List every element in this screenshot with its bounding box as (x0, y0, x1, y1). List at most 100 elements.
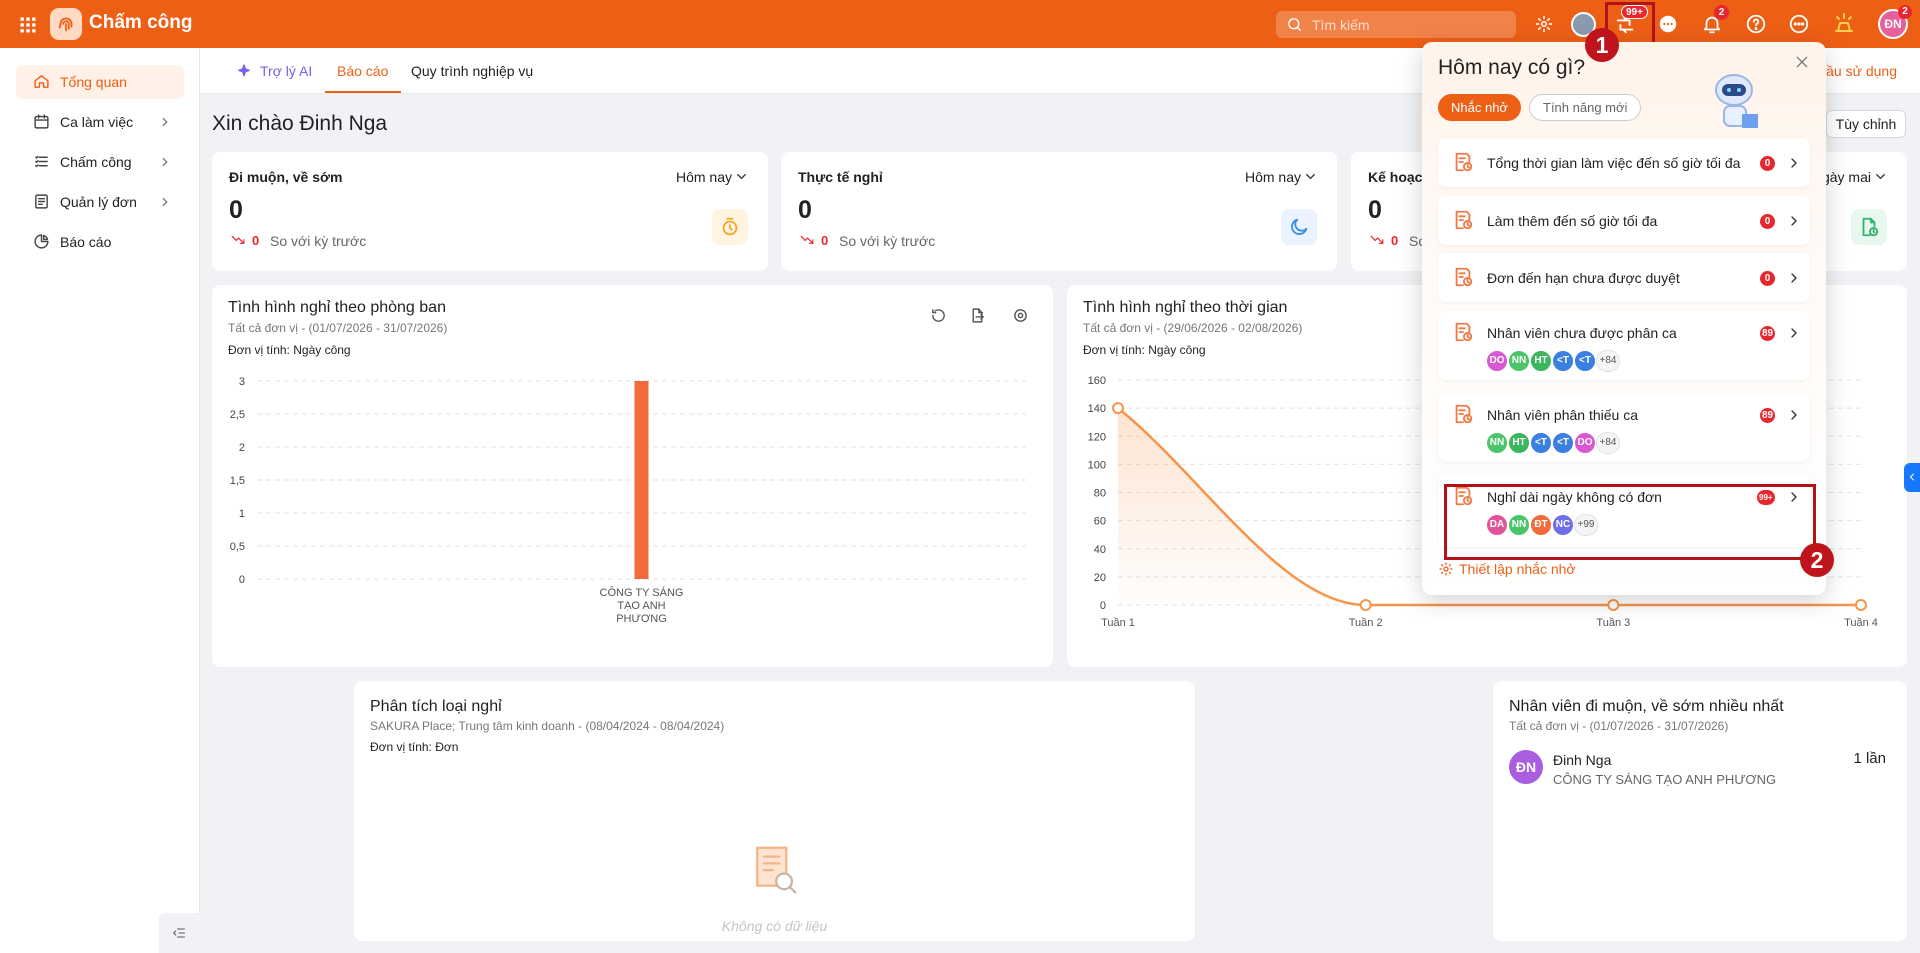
reload-button[interactable] (930, 307, 947, 324)
icon-shape (1017, 312, 1024, 319)
logo-mark (58, 17, 73, 32)
employee-avatar: NN (1508, 350, 1530, 372)
trend-down-icon (800, 235, 814, 244)
search-box[interactable]: Tìm kiếm (1276, 11, 1516, 38)
popup-tab[interactable]: Nhắc nhở (1438, 94, 1521, 121)
header: Chấm công Tìm kiếm 99+ 2 ĐN 2 (0, 0, 1920, 48)
reminder-item[interactable]: Nhân viên phân thiếu ca 89 NN HT <T <T DO +84 (1438, 393, 1810, 462)
more-button[interactable] (1788, 13, 1810, 35)
employee-name: Đinh Nga (1553, 752, 1612, 768)
x-tick-label: CÔNG TY SÁNG TẠO ANH PHƯƠNG (599, 587, 684, 625)
chat-button[interactable] (1657, 13, 1679, 35)
sidebar-item[interactable]: Báo cáo (16, 225, 184, 259)
reminder-icon (1455, 322, 1473, 342)
sidebar-item[interactable]: Ca làm việc (16, 105, 184, 139)
y-tick-label: 120 (1088, 431, 1106, 443)
card-unit: Đơn vị tính: Đơn (370, 740, 459, 754)
icon-shape (1910, 473, 1914, 481)
y-tick-label: 1 (239, 508, 245, 520)
sidebar-icon (35, 155, 48, 168)
employee-avatar: DO (1574, 432, 1596, 454)
stat-change: 0 (1391, 233, 1399, 248)
user-avatar[interactable]: ĐN (1878, 9, 1908, 39)
icon-shape (1455, 267, 1464, 287)
app-name: Chấm công (89, 12, 193, 33)
y-tick-label: 40 (1094, 544, 1106, 556)
stat-title: Thực tế nghỉ (798, 169, 883, 185)
sidebar-item[interactable]: Chấm công (16, 145, 184, 179)
stat-value: 0 (229, 196, 243, 224)
icon-shape (32, 29, 36, 33)
icon-shape (1466, 163, 1470, 169)
period-chevron (1876, 174, 1885, 179)
stat-icon (1281, 209, 1317, 245)
icon-shape (26, 23, 30, 27)
sidebar-label: Báo cáo (60, 234, 112, 250)
y-tick-label: 20 (1094, 572, 1106, 584)
employee-avatar: DO (1486, 350, 1508, 372)
search-icon (1288, 18, 1301, 31)
icon-shape (32, 23, 36, 27)
stat-change: 0 (252, 233, 260, 248)
sidebar-item[interactable]: Tổng quan (16, 65, 184, 99)
period-select[interactable]: Hôm nay (1244, 169, 1301, 185)
whats-new-button[interactable] (1832, 11, 1856, 35)
icon-shape (1439, 562, 1453, 576)
reminder-item[interactable]: Tổng thời gian làm việc đến số giờ tối đ… (1438, 138, 1810, 187)
employee-avatar: <T (1552, 350, 1574, 372)
icon-shape (1619, 19, 1631, 31)
icon-shape (1466, 497, 1470, 503)
period-chevron (1306, 174, 1315, 179)
reminder-item[interactable]: Đơn đến hạn chưa được duyệt 0 (1438, 253, 1810, 302)
apps-menu[interactable] (18, 15, 38, 35)
icon-shape (1463, 332, 1473, 342)
icon-shape (34, 114, 49, 121)
chart-settings-button[interactable] (1012, 307, 1029, 324)
line (1117, 407, 1861, 607)
customize-button[interactable]: Tùy chỉnh (1826, 110, 1906, 138)
employee-avatar: <T (1552, 432, 1574, 454)
reminder-icon (1455, 486, 1473, 506)
icon-shape (1466, 333, 1470, 339)
empty-illustration (756, 846, 797, 894)
icon-shape (1455, 152, 1464, 172)
period-select[interactable]: Ngày mai (1811, 169, 1871, 185)
stat-compare: So với kỳ trước (270, 233, 367, 249)
icon-shape (1463, 414, 1473, 424)
notifications-button[interactable] (1701, 13, 1723, 35)
popup-tab[interactable]: Tính năng mới (1529, 94, 1642, 121)
reminder-item[interactable]: Nghỉ dài ngày không có đơn 99+ DA NN ĐT NC +99 (1438, 475, 1810, 547)
icon-shape (62, 20, 70, 30)
tab[interactable]: Trợ lý AI (260, 63, 313, 79)
icon-shape (1455, 404, 1464, 424)
reminder-chevron (1791, 216, 1797, 226)
collapse-icon (173, 928, 185, 938)
card-subtitle: SAKURA Place; Trung tâm kinh doanh - (08… (370, 719, 725, 733)
settings-button[interactable] (1535, 15, 1553, 33)
help-button[interactable] (1745, 13, 1767, 35)
export-button[interactable] (969, 307, 986, 324)
sidebar-item[interactable]: Quản lý đơn (16, 185, 184, 219)
right-drawer-tab[interactable] (1904, 463, 1920, 492)
icon-shape (1463, 220, 1473, 230)
sidebar-label: Tổng quan (60, 74, 127, 90)
tab[interactable]: Báo cáo (337, 63, 389, 79)
collapse-button[interactable] (159, 913, 200, 953)
stat-icon (712, 209, 748, 245)
close-button[interactable] (1794, 54, 1810, 70)
icon-shape (762, 855, 781, 872)
reminder-item[interactable]: Nhân viên chưa được phân ca 89 DO NN HT <T <T +… (1438, 311, 1810, 380)
icon-shape (58, 23, 62, 29)
y-tick-label: 140 (1088, 403, 1106, 415)
submenu-chevron (162, 117, 168, 127)
icon-shape (162, 157, 168, 167)
stat-change: 0 (821, 233, 829, 248)
tab[interactable]: Quy trình nghiệp vụ (411, 63, 534, 79)
icon-shape (1791, 158, 1797, 168)
icon-shape (726, 217, 734, 231)
reminder-settings-link[interactable]: Thiết lập nhắc nhở (1459, 561, 1576, 577)
reminder-item[interactable]: Làm thêm đến số giờ tối đa 0 (1438, 196, 1810, 245)
period-select[interactable]: Hôm nay (675, 169, 732, 185)
guide-link[interactable]: ầu sử dụng (1826, 63, 1897, 79)
